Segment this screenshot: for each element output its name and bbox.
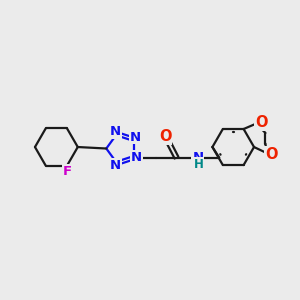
Text: O: O [255, 115, 267, 130]
Text: O: O [159, 129, 171, 144]
Text: H: H [194, 158, 203, 171]
Text: F: F [63, 165, 72, 178]
Text: N: N [110, 125, 122, 138]
Text: N: N [110, 159, 122, 172]
Text: N: N [192, 151, 203, 164]
Text: N: N [130, 151, 142, 164]
Text: N: N [130, 130, 141, 144]
Text: O: O [265, 147, 278, 162]
